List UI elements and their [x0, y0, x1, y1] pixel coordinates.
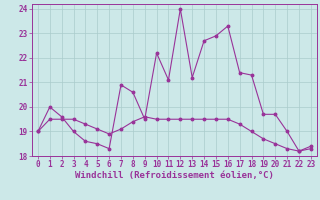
- X-axis label: Windchill (Refroidissement éolien,°C): Windchill (Refroidissement éolien,°C): [75, 171, 274, 180]
